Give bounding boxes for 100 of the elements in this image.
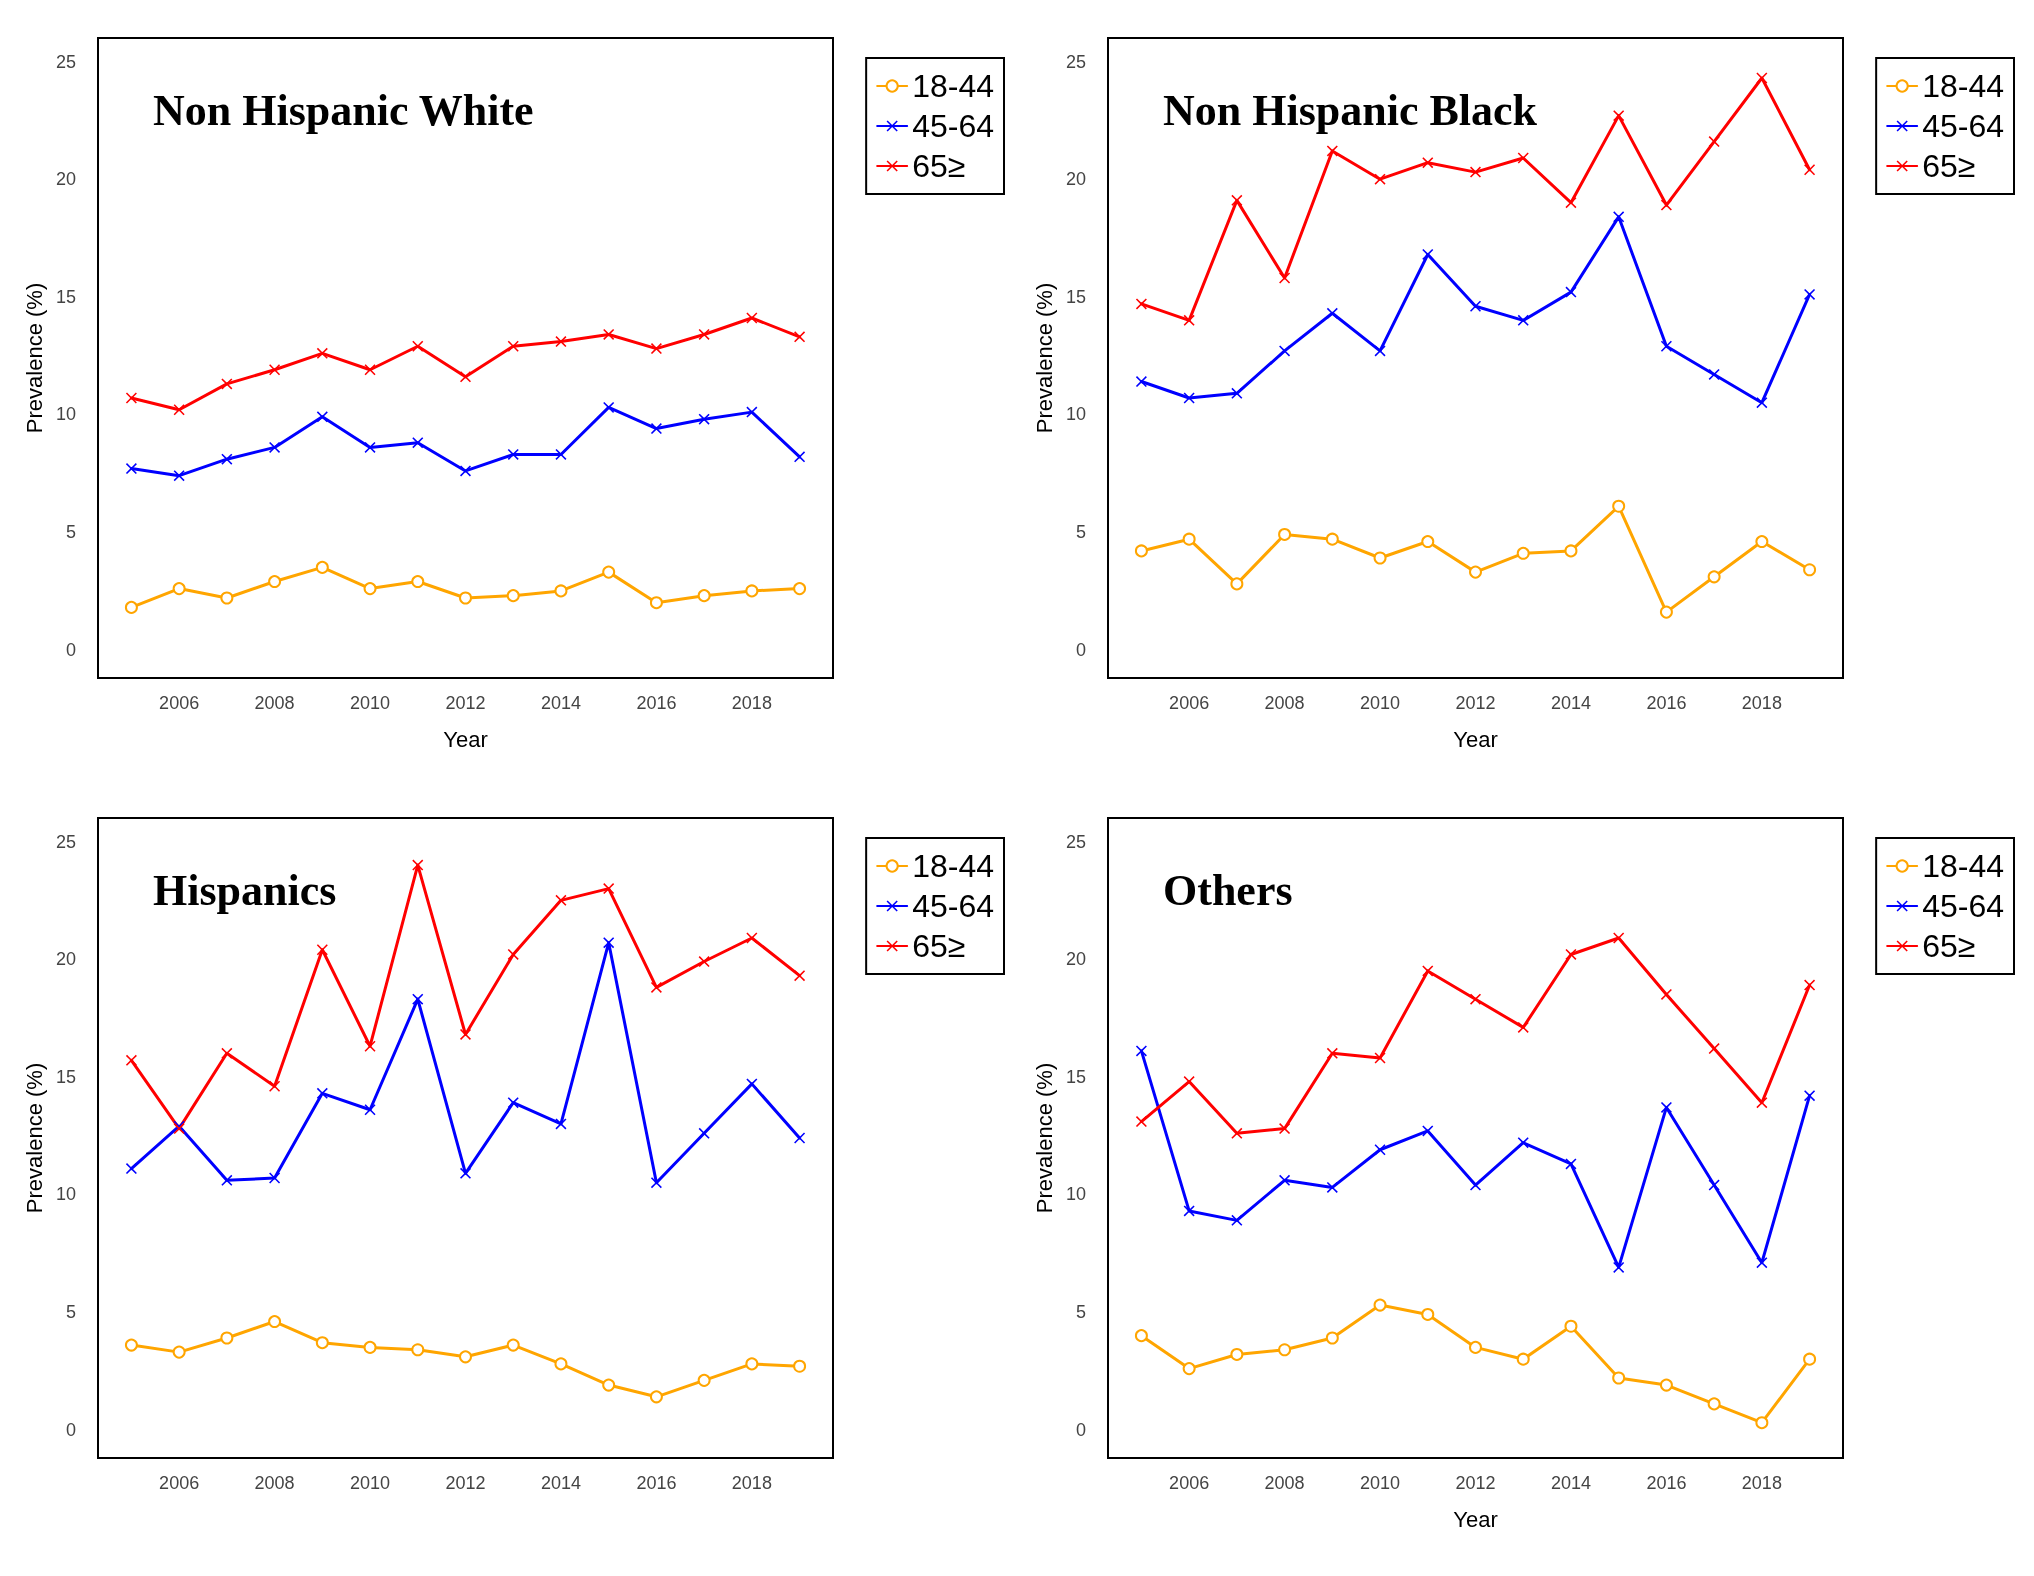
- y-tick-label: 15: [1065, 1066, 1086, 1087]
- point: [794, 451, 806, 463]
- point: [1326, 145, 1338, 157]
- y-tick-label: 5: [65, 522, 76, 543]
- point: [1135, 298, 1147, 310]
- point: [1612, 499, 1626, 513]
- point: [172, 582, 186, 596]
- point: [554, 1357, 568, 1371]
- point: [1231, 194, 1243, 206]
- point: [1279, 1123, 1291, 1135]
- x-tick-label: 2018: [1741, 693, 1782, 713]
- point: [1326, 1047, 1338, 1059]
- point: [124, 1338, 138, 1352]
- point: [1470, 1179, 1481, 1191]
- point: [411, 1343, 425, 1357]
- point: [507, 948, 519, 960]
- y-axis-title: Prevalence (%): [1031, 282, 1057, 434]
- point: [697, 1373, 711, 1387]
- x-tick-label: 2018: [731, 1473, 772, 1493]
- point: [220, 591, 234, 605]
- text: Hispanics: [153, 865, 337, 915]
- point: [1278, 1343, 1292, 1357]
- point: [1326, 1181, 1338, 1193]
- legend-label: 65≥: [912, 928, 966, 964]
- legend-label: 45-64: [1922, 108, 2004, 144]
- point: [459, 591, 472, 605]
- point: [1803, 563, 1817, 577]
- x-tick-label: 2006: [1169, 693, 1210, 713]
- x-tick-label: 2014: [1550, 693, 1591, 713]
- point: [1183, 1205, 1195, 1217]
- point: [1612, 1371, 1626, 1385]
- point: [220, 1331, 234, 1345]
- y-tick-label: 10: [1065, 404, 1086, 425]
- point: [555, 448, 567, 460]
- point: [1183, 314, 1195, 326]
- point: [173, 404, 185, 416]
- point: [1803, 1352, 1817, 1366]
- point: [315, 1336, 329, 1350]
- y-tick-label: 25: [1065, 51, 1086, 72]
- point: [1135, 1045, 1147, 1057]
- point: [364, 364, 376, 376]
- point: [1804, 1090, 1816, 1102]
- point: [794, 1132, 806, 1144]
- x-axis-title: Year: [1453, 726, 1498, 752]
- point: [602, 565, 616, 579]
- point: [793, 582, 807, 596]
- point: [1422, 248, 1434, 260]
- point: [555, 1118, 567, 1130]
- point: [603, 328, 615, 340]
- x-tick-label: 2012: [445, 1473, 486, 1493]
- point: [125, 463, 137, 475]
- x-axis-title: Year: [1453, 1506, 1498, 1532]
- y-axis-title: Prevalence (%): [21, 282, 47, 434]
- point: [650, 423, 662, 435]
- point: [364, 1104, 376, 1116]
- point: [794, 331, 806, 343]
- point: [269, 1172, 281, 1184]
- x-tick-label: 2010: [350, 1473, 391, 1493]
- point: [1421, 535, 1435, 549]
- point: [1756, 397, 1768, 409]
- point: [1325, 1331, 1339, 1345]
- point: [1613, 932, 1625, 944]
- point: [221, 1174, 233, 1186]
- point: [1708, 1179, 1720, 1191]
- point: [1374, 173, 1386, 185]
- y-tick-label: 10: [55, 1184, 76, 1205]
- point: [459, 1350, 472, 1364]
- point: [746, 406, 758, 418]
- point: [1470, 166, 1481, 178]
- point: [268, 575, 282, 589]
- point: [1279, 345, 1291, 357]
- point: [364, 441, 376, 453]
- y-tick-label: 0: [1075, 639, 1086, 660]
- point: [1755, 535, 1769, 549]
- point: [507, 340, 519, 352]
- x-tick-label: 2008: [1264, 693, 1305, 713]
- point: [460, 1028, 471, 1040]
- point: [221, 378, 233, 390]
- x-tick-label: 2016: [1646, 693, 1687, 713]
- point: [315, 560, 329, 574]
- point: [1565, 948, 1577, 960]
- y-tick-label: 15: [55, 1066, 76, 1087]
- point: [221, 1047, 233, 1059]
- point: [1804, 288, 1816, 300]
- point: [1517, 314, 1529, 326]
- point: [1374, 1144, 1386, 1156]
- point: [1278, 527, 1292, 541]
- point: [125, 1163, 137, 1175]
- point: [1659, 605, 1673, 619]
- point: [124, 600, 138, 614]
- y-tick-label: 20: [55, 949, 76, 970]
- x-tick-label: 2012: [1455, 693, 1496, 713]
- legend-label: 45-64: [912, 888, 994, 924]
- point: [1517, 1021, 1529, 1033]
- legend-label: 45-64: [912, 108, 994, 144]
- point: [1469, 565, 1482, 579]
- point: [1564, 544, 1578, 558]
- point: [316, 347, 328, 359]
- text: Non Hispanic Black: [1163, 85, 1538, 135]
- x-tick-label: 2012: [1455, 1473, 1496, 1493]
